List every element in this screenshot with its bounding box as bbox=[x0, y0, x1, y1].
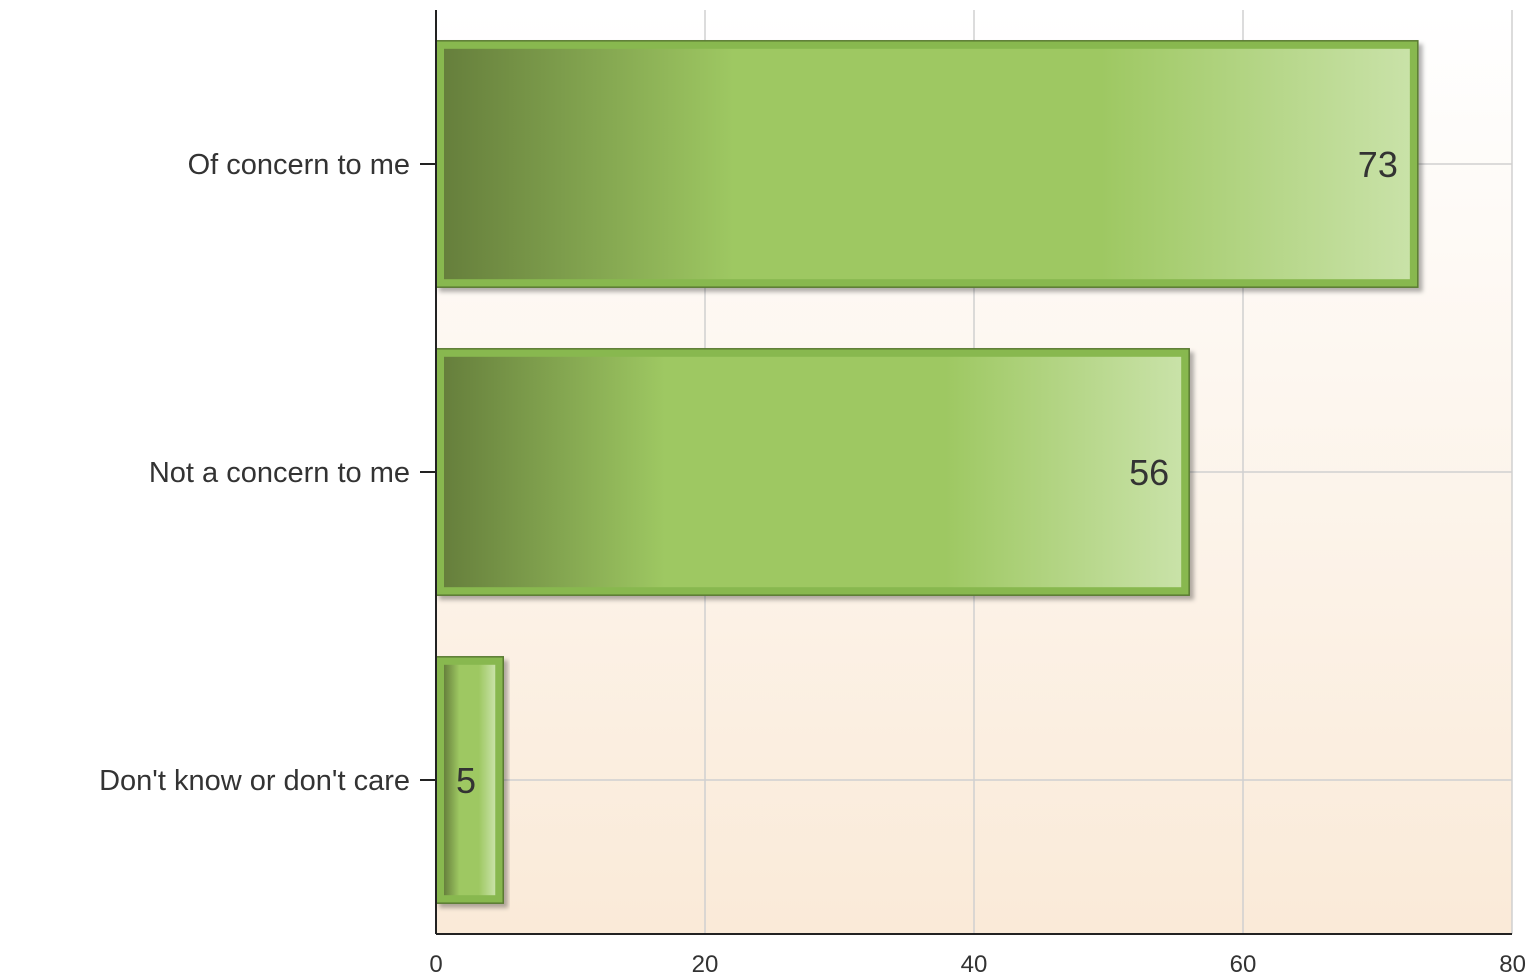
bar bbox=[444, 48, 1410, 280]
x-tick-label: 20 bbox=[692, 951, 719, 978]
bar-value-label: 5 bbox=[456, 760, 476, 801]
bars bbox=[435, 40, 1419, 904]
category-label: Not a concern to me bbox=[149, 457, 410, 489]
category-label: Of concern to me bbox=[188, 149, 410, 181]
bar-value-label: 73 bbox=[1358, 144, 1398, 185]
category-label: Don't know or don't care bbox=[99, 765, 410, 797]
bar-group bbox=[435, 656, 504, 904]
x-tick-label: 0 bbox=[429, 951, 442, 978]
x-tick-label: 40 bbox=[961, 951, 988, 978]
bar-value-label: 56 bbox=[1129, 452, 1169, 493]
bar bbox=[444, 664, 496, 896]
bar-group bbox=[435, 348, 1190, 596]
x-tick-label: 80 bbox=[1499, 951, 1526, 978]
x-tick-label: 60 bbox=[1230, 951, 1257, 978]
bar-group bbox=[435, 40, 1419, 288]
labels: 73 Of concern to me 56 Not a concern to me 5… bbox=[99, 144, 1526, 978]
bar bbox=[444, 356, 1182, 588]
